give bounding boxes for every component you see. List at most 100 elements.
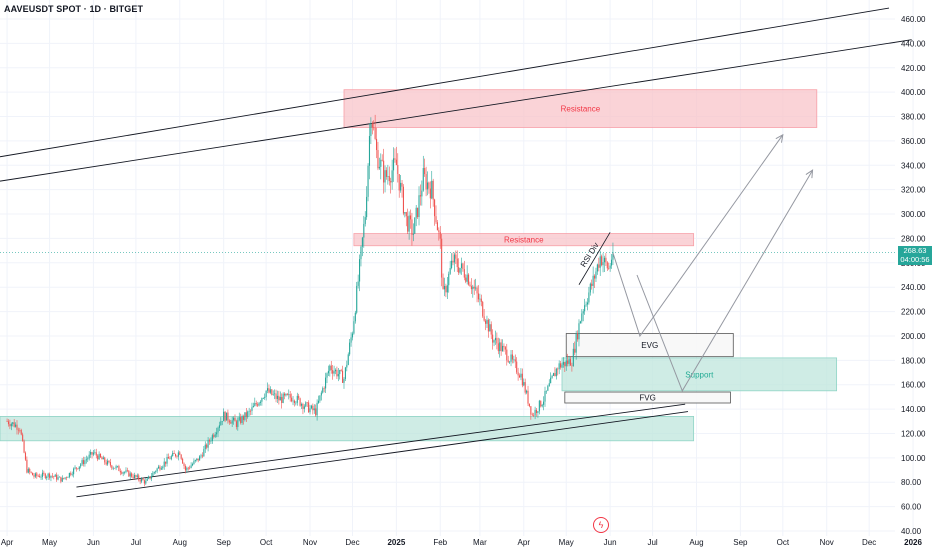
candle-body	[223, 411, 225, 422]
candle-body	[555, 368, 557, 377]
candle-body	[472, 286, 474, 290]
candle-body	[13, 422, 15, 427]
candle-body	[466, 274, 468, 282]
projection-arrow-a-head	[775, 133, 784, 143]
candle-body	[233, 417, 235, 421]
candle-body	[500, 342, 502, 352]
candle-body	[17, 429, 19, 431]
candle-body	[189, 467, 191, 469]
candle-body	[111, 465, 113, 469]
candle-body	[598, 264, 600, 268]
zone-gap	[565, 333, 734, 358]
time-tick-label: Mar	[473, 538, 487, 547]
lightning-bolt-icon[interactable]: ϟ	[593, 517, 609, 533]
candle-body	[581, 313, 583, 322]
candle-body	[480, 298, 482, 302]
candle-body	[548, 383, 550, 387]
candle-body	[612, 252, 614, 260]
candle-body	[56, 474, 58, 480]
candle-body	[592, 275, 594, 286]
candle-body	[569, 359, 572, 366]
candle-body	[521, 373, 523, 386]
candle-body	[564, 361, 566, 367]
candle-body	[176, 456, 178, 457]
candle-body	[183, 463, 185, 467]
candle-body	[221, 421, 223, 422]
candle-body	[340, 370, 342, 371]
candle-body	[487, 319, 489, 332]
candle-body	[128, 470, 130, 477]
candle-body	[70, 472, 72, 475]
zone-support	[0, 416, 695, 442]
candle-body	[309, 408, 311, 413]
candle-body	[191, 463, 194, 466]
candle-body	[150, 476, 153, 479]
candle-body	[47, 473, 49, 477]
candle-body	[214, 434, 216, 437]
candle-body	[235, 421, 237, 427]
projection-arrow-a	[612, 134, 784, 338]
candle-body	[414, 217, 416, 234]
candle-body	[107, 460, 109, 465]
candle-body	[208, 440, 211, 442]
candle-body	[190, 465, 192, 468]
candle-body	[574, 348, 576, 353]
candle-body	[401, 182, 403, 187]
candle-body	[578, 323, 580, 340]
candle-body	[44, 473, 46, 479]
candle-body	[71, 474, 73, 475]
candle-body	[296, 395, 298, 403]
trendlines	[0, 7, 912, 498]
price-tick-label: 60.00	[901, 503, 922, 512]
candle-body	[380, 159, 382, 167]
candle-body	[142, 478, 144, 481]
last-price-tag: 268.63 04:00:56	[898, 246, 932, 266]
candle-body	[528, 403, 530, 407]
candle-body	[561, 364, 563, 368]
candle-body	[251, 407, 253, 411]
candle-body	[404, 212, 406, 214]
candle-body	[323, 388, 325, 389]
candle-body	[589, 283, 591, 293]
candle-body	[441, 238, 443, 278]
candle-body	[63, 477, 65, 479]
candle-body	[292, 400, 294, 402]
candle-body	[432, 180, 434, 200]
candle-body	[305, 402, 307, 407]
candle-body	[193, 460, 195, 464]
candle-body	[319, 395, 321, 401]
candlesticks	[0, 114, 897, 487]
time-tick-label: Sep	[733, 538, 748, 547]
price-tick-label: 140.00	[901, 405, 926, 414]
time-axis[interactable]: Apr May Jun Jul Aug Sep Oct Nov Dec 2025 Feb Mar Apr…	[1, 538, 923, 547]
candle-body	[316, 402, 318, 416]
candle-body	[23, 440, 25, 453]
candle-body	[213, 435, 215, 437]
candle-body	[230, 422, 232, 424]
candle-body	[342, 370, 344, 383]
price-tick-label: 440.00	[901, 39, 926, 48]
candle-body	[283, 393, 286, 396]
candle-body	[97, 455, 99, 460]
candle-body	[67, 477, 69, 478]
candle-body	[527, 390, 529, 404]
candle-body	[180, 454, 182, 459]
candle-body	[531, 414, 533, 416]
candle-body	[37, 475, 39, 477]
candle-body	[271, 389, 273, 395]
candle-body	[218, 425, 220, 428]
candle-body	[373, 127, 375, 129]
candle-body	[167, 456, 170, 459]
candle-body	[196, 458, 198, 461]
candle-body	[238, 417, 240, 421]
candle-body	[203, 449, 205, 457]
zone-gap	[564, 391, 731, 404]
candle-body	[255, 403, 257, 405]
candle-body	[310, 405, 312, 409]
candle-body	[152, 472, 154, 477]
candle-body	[350, 337, 352, 343]
candle-body	[494, 337, 497, 341]
candle-body	[568, 359, 570, 364]
candle-body	[322, 388, 324, 393]
